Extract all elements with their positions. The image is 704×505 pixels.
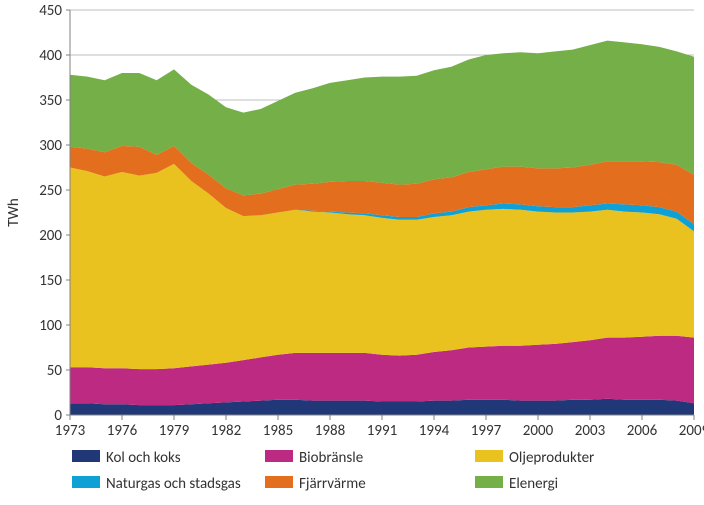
y-tick-label: 450 [39,2,62,20]
y-tick-label: 150 [39,272,62,290]
x-tick-label: 2000 [523,422,554,440]
x-tick-label: 1985 [263,422,293,440]
chart-svg: 0501001502002503003504004501973197619791… [0,0,704,505]
legend-marker [475,476,503,488]
legend-marker [72,450,100,462]
y-tick-label: 100 [39,317,62,335]
legend-label: Kol och koks [106,449,181,467]
x-tick-label: 1988 [315,422,345,440]
x-tick-label: 1973 [55,422,86,440]
x-tick-label: 2009 [679,422,704,440]
legend-label: Fjärrvärme [299,475,366,493]
legend-marker [265,476,293,488]
x-tick-label: 1997 [471,422,502,440]
x-tick-label: 1982 [211,422,241,440]
x-tick-label: 1979 [159,422,190,440]
y-axis-title: TWh [5,198,23,227]
x-tick-label: 1994 [419,422,450,440]
legend-label: Oljeprodukter [509,449,594,467]
x-tick-label: 2003 [575,422,606,440]
energy-stacked-area-chart: 0501001502002503003504004501973197619791… [0,0,704,505]
x-tick-label: 2006 [627,422,658,440]
legend-marker [265,450,293,462]
y-tick-label: 200 [39,227,62,245]
legend-label: Elenergi [509,475,558,493]
legend-marker [475,450,503,462]
y-tick-label: 400 [39,47,62,65]
x-tick-label: 1976 [107,422,138,440]
y-tick-label: 50 [47,362,63,380]
y-tick-label: 300 [39,137,62,155]
y-tick-label: 250 [39,182,62,200]
x-tick-label: 1991 [367,422,397,440]
legend-label: Naturgas och stadsgas [106,475,241,493]
legend-label: Biobränsle [299,449,363,467]
y-tick-label: 350 [39,92,62,110]
legend-marker [72,476,100,488]
